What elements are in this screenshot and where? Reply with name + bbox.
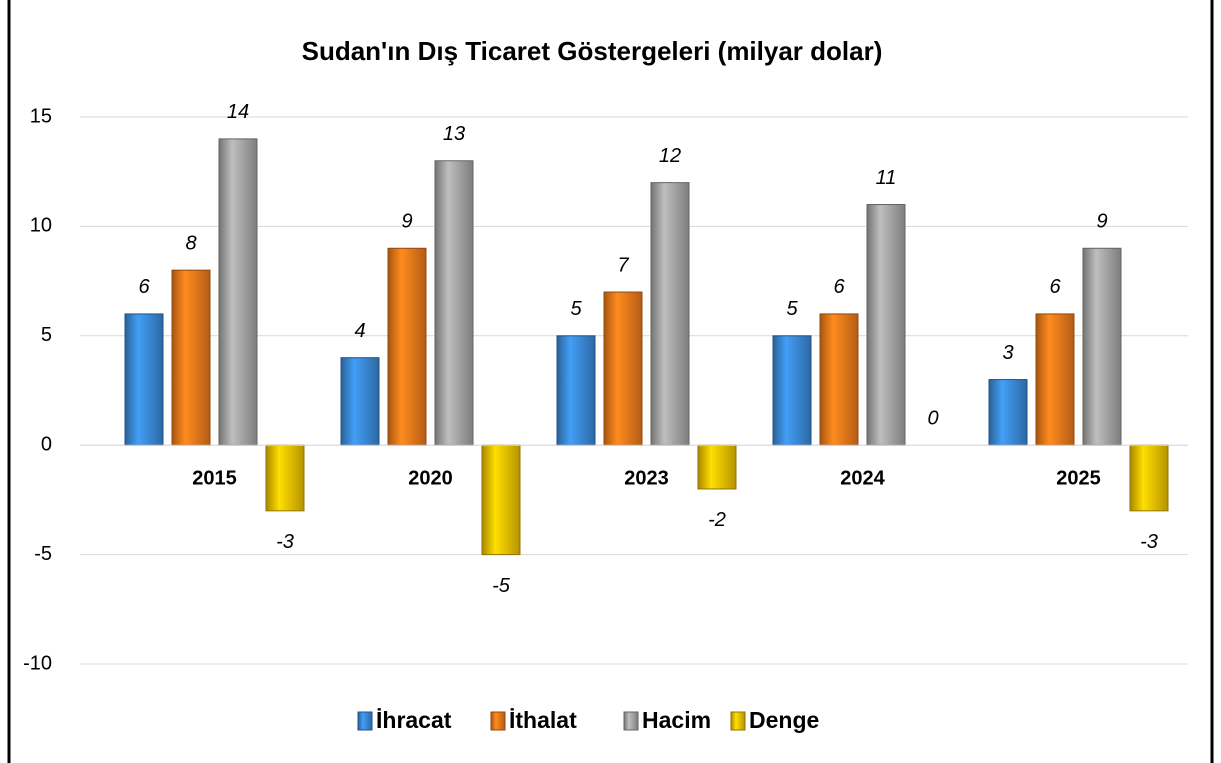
bar (819, 313, 859, 446)
bar (1035, 313, 1075, 446)
data-label: 0 (927, 407, 938, 429)
bar (556, 335, 596, 446)
data-label: 6 (833, 276, 845, 298)
data-label: -3 (276, 531, 294, 553)
bar (387, 247, 427, 446)
data-label: 9 (401, 211, 412, 233)
x-tick-label: 2015 (192, 467, 237, 489)
bar (650, 182, 690, 446)
data-label: 5 (570, 298, 582, 320)
y-tick-label: 0 (41, 433, 52, 455)
legend-swatch (490, 711, 506, 731)
legend-label: İhracat (376, 707, 452, 733)
bar (124, 313, 164, 446)
legend-swatch (730, 711, 746, 731)
y-tick-label: -10 (23, 652, 52, 674)
x-tick-label: 2024 (840, 467, 885, 489)
legend-label: İthalat (509, 707, 577, 733)
chart-title: Sudan'ın Dış Ticaret Göstergeleri (milya… (302, 36, 883, 66)
bar (603, 291, 643, 446)
y-tick-label: 10 (30, 215, 52, 237)
bar (1082, 247, 1122, 446)
legend-label: Denge (749, 707, 819, 733)
bar (265, 444, 305, 512)
data-label: 13 (443, 123, 465, 145)
data-label: -5 (492, 575, 511, 597)
y-tick-label: -5 (34, 543, 52, 565)
bar (697, 444, 737, 490)
data-label: 11 (876, 167, 897, 189)
data-label: 14 (227, 101, 249, 123)
data-label: -2 (708, 509, 726, 531)
x-tick-label: 2023 (624, 467, 669, 489)
bar (481, 444, 521, 556)
data-label: 3 (1002, 342, 1013, 364)
bar (1129, 444, 1169, 512)
data-label: 12 (659, 145, 681, 167)
data-label: 4 (354, 320, 365, 342)
bar (218, 138, 258, 446)
data-label: 8 (185, 232, 196, 254)
data-label: 5 (786, 298, 798, 320)
data-label: 7 (617, 254, 629, 276)
legend-label: Hacim (642, 707, 711, 733)
bar (772, 335, 812, 446)
data-label: 9 (1096, 211, 1107, 233)
y-tick-label: 15 (30, 105, 52, 127)
bar (340, 357, 380, 446)
y-tick-label: 5 (41, 324, 52, 346)
x-tick-label: 2020 (408, 467, 453, 489)
legend-swatch (623, 711, 639, 731)
bar (434, 160, 474, 446)
bar (171, 269, 211, 446)
data-label: -3 (1140, 531, 1158, 553)
data-label: 6 (1049, 276, 1061, 298)
data-label: 6 (138, 276, 150, 298)
bar (866, 204, 906, 446)
bar (988, 379, 1028, 446)
x-tick-label: 2025 (1056, 467, 1101, 489)
legend-swatch (357, 711, 373, 731)
